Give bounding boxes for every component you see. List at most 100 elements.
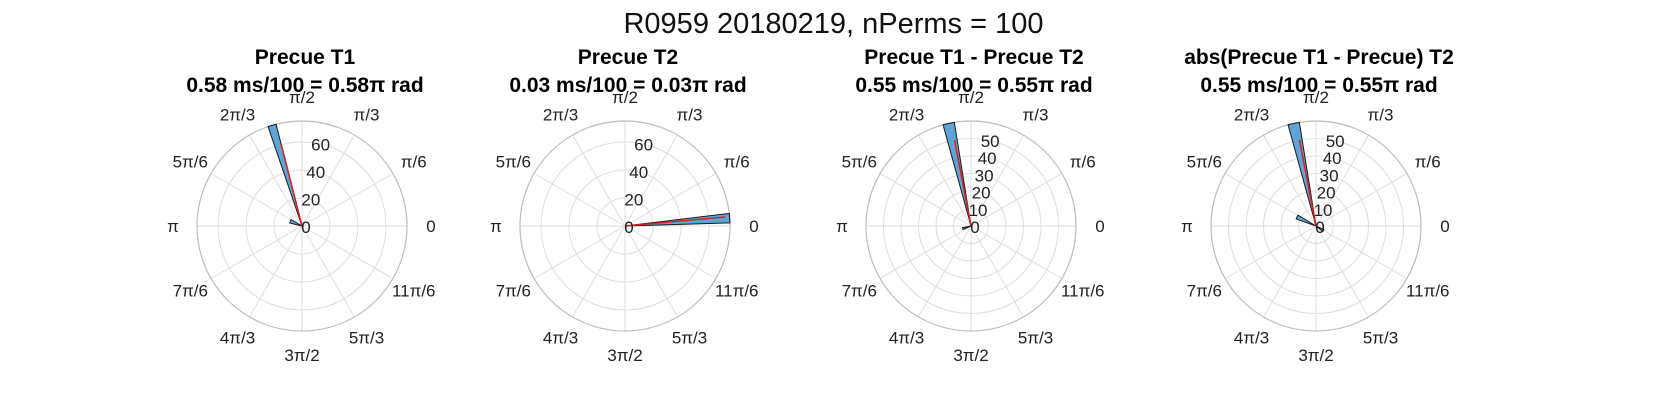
- radial-tick-label: 50: [981, 132, 1000, 151]
- spoke-line: [572, 134, 626, 227]
- radial-tick-label: 10: [969, 201, 988, 220]
- angle-label: 5π/6: [1187, 153, 1222, 172]
- spoke-line: [533, 225, 626, 279]
- polar-plot: 010203040500π/6π/3π/22π/35π/6π7π/64π/33π…: [836, 88, 1105, 365]
- spoke-line: [210, 225, 303, 279]
- panel-title: abs(Precue T1 - Precue) T2 0.55 ms/100 =…: [1159, 44, 1479, 100]
- angle-label: π/3: [1368, 105, 1394, 124]
- panel-title: Precue T1 0.58 ms/100 = 0.58π rad: [145, 44, 465, 100]
- radial-tick-label: 20: [301, 190, 320, 209]
- polar-panel-3: Precue T1 - Precue T2 0.55 ms/100 = 0.55…: [814, 40, 1134, 410]
- angle-label: π/6: [1415, 153, 1441, 172]
- spoke-line: [533, 173, 626, 227]
- outer-ring: [1210, 120, 1422, 332]
- angle-label: π/2: [1303, 88, 1329, 107]
- histogram-bin: [289, 218, 303, 227]
- spoke-line: [624, 225, 717, 279]
- spoke-line: [624, 173, 717, 227]
- spoke-line: [210, 173, 303, 227]
- spoke-line: [249, 134, 303, 227]
- angle-label: π/3: [677, 105, 703, 124]
- panel-title: Precue T2 0.03 ms/100 = 0.03π rad: [468, 44, 788, 100]
- grid-ring: [1245, 155, 1387, 297]
- outer-ring: [519, 120, 731, 332]
- polar-panel-1: Precue T1 0.58 ms/100 = 0.58π rad 0 20 40 6…: [145, 40, 465, 410]
- radial-tick-label: 0: [970, 218, 979, 237]
- angle-label: 0: [426, 217, 435, 236]
- angle-label: π/6: [401, 153, 427, 172]
- radial-tick-label: 0: [301, 218, 310, 237]
- grid-ring: [540, 141, 710, 311]
- angle-label: 3π/2: [284, 346, 319, 365]
- angle-label: 11π/6: [715, 282, 759, 301]
- angle-label: 7π/6: [1187, 282, 1222, 301]
- spoke-line: [301, 225, 355, 318]
- angle-label: 5π/3: [349, 329, 384, 348]
- angle-label: 5π/6: [496, 153, 531, 172]
- radial-tick-label: 10: [1314, 201, 1333, 220]
- radial-tick-label: 50: [1326, 132, 1345, 151]
- radial-tick-label: 40: [306, 163, 325, 182]
- grid-ring: [217, 141, 387, 311]
- radial-tick-label: 0: [624, 218, 633, 237]
- angle-label: 4π/3: [220, 329, 255, 348]
- grid-ring: [953, 208, 989, 244]
- radial-tick-label: 20: [624, 190, 643, 209]
- histogram-bin: [1287, 121, 1317, 227]
- histogram-bin: [942, 121, 972, 227]
- polar-plot: 0 20 40 60 0 π/6 π/3 π/2 2π/3 5π/6 π 7π/6 4π/3 3π/2 5π…: [490, 88, 759, 365]
- angle-label: π: [836, 217, 848, 236]
- angle-label: 2π/3: [220, 105, 255, 124]
- angle-label: 2π/3: [543, 105, 578, 124]
- angle-label: 3π/2: [607, 346, 642, 365]
- angle-label: 2π/3: [1234, 105, 1269, 124]
- panel-subtitle: 0.55 ms/100 = 0.55π rad: [855, 74, 1093, 97]
- grid-ring: [596, 197, 654, 255]
- mean-vector: [624, 216, 726, 227]
- mean-vector: [1298, 139, 1317, 227]
- polar-panel-2: Precue T2 0.03 ms/100 = 0.03π rad 0 20 40 6…: [468, 40, 788, 410]
- angle-label: 7π/6: [496, 282, 531, 301]
- panel-title-line1: abs(Precue T1 - Precue) T2: [1184, 46, 1454, 69]
- angle-label: 11π/6: [1061, 282, 1105, 301]
- angle-label: π/6: [724, 153, 750, 172]
- angle-label: π/2: [958, 88, 984, 107]
- grid-ring: [568, 169, 682, 283]
- radial-tick-label: 60: [634, 135, 653, 154]
- spoke-line: [249, 225, 303, 318]
- angle-label: π/2: [289, 88, 315, 107]
- panel-title-line1: Precue T2: [577, 46, 679, 69]
- radial-tick-label: 30: [1320, 166, 1339, 185]
- angle-label: 0: [749, 217, 758, 236]
- angle-label: 4π/3: [543, 329, 578, 348]
- histogram-bin: [267, 123, 303, 227]
- grid-ring: [900, 155, 1042, 297]
- figure-title: R0959 20180219, nPerms = 100: [623, 8, 1044, 40]
- angle-label: π: [167, 217, 179, 236]
- angle-label: 5π/6: [842, 153, 877, 172]
- radial-tick-label: 20: [972, 184, 991, 203]
- angle-label: π/6: [1070, 153, 1096, 172]
- histogram-bin: [961, 225, 972, 231]
- grid-ring: [883, 138, 1059, 314]
- spoke-line: [624, 134, 678, 227]
- outer-ring: [196, 120, 408, 332]
- panel-title: Precue T1 - Precue T2 0.55 ms/100 = 0.55…: [814, 44, 1134, 100]
- angle-label: 3π/2: [1298, 346, 1333, 365]
- spoke-line: [572, 225, 626, 318]
- angle-label: 11π/6: [392, 282, 436, 301]
- grid-ring: [1228, 138, 1404, 314]
- grid-ring: [1298, 208, 1334, 244]
- polar-grid: [196, 120, 408, 332]
- radial-tick-label: 0: [1315, 218, 1324, 237]
- grid-ring: [245, 169, 359, 283]
- histogram-bin: [624, 212, 731, 227]
- mean-vector: [953, 139, 972, 227]
- spoke-line: [624, 225, 678, 318]
- grid-ring: [1280, 190, 1352, 262]
- angle-label: π/3: [354, 105, 380, 124]
- radial-tick-label: 40: [978, 149, 997, 168]
- spoke-line: [301, 134, 355, 227]
- panel-subtitle: 0.58 ms/100 = 0.58π rad: [186, 74, 424, 97]
